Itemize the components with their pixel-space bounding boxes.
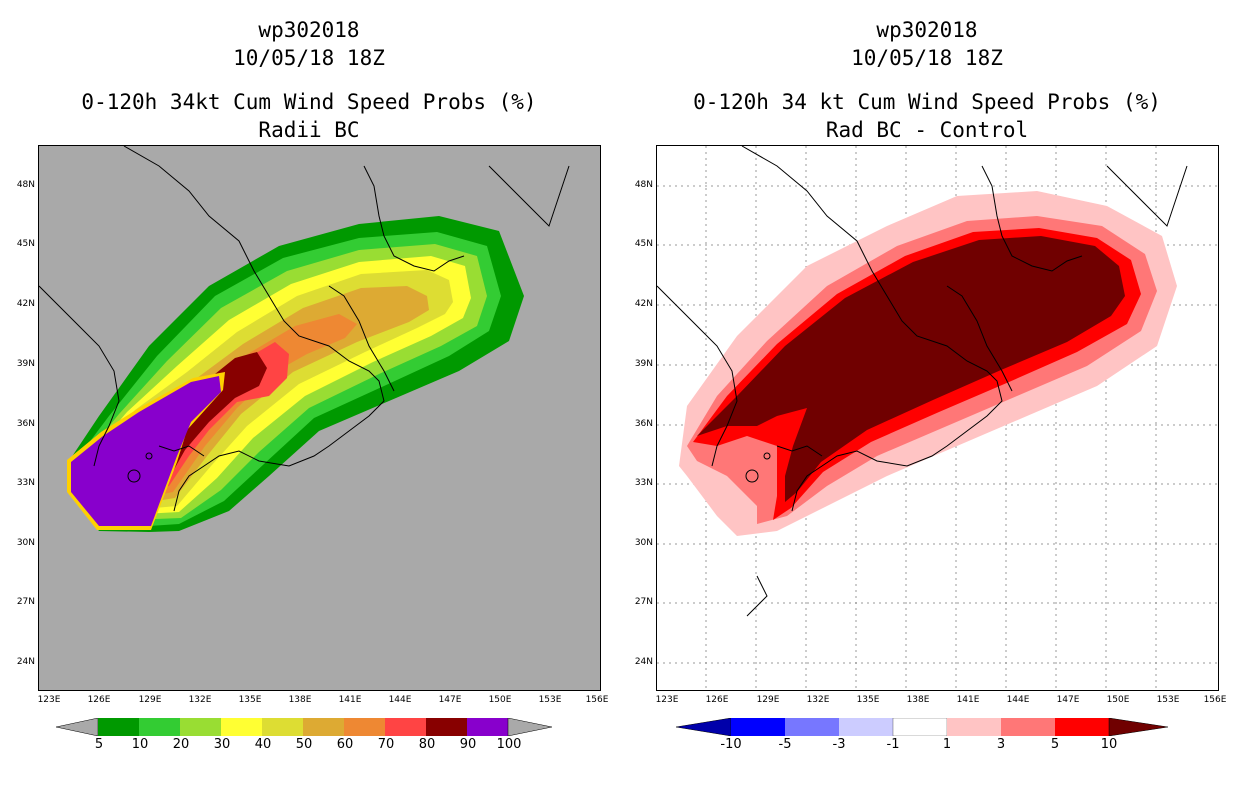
right-title: 0-120h 34 kt Cum Wind Speed Probs (%)	[693, 90, 1161, 114]
lon-label: 153E	[1156, 695, 1180, 705]
lon-label: 129E	[138, 695, 162, 705]
lat-label: 24N	[634, 657, 653, 667]
right-colorbar	[676, 718, 1169, 736]
lon-label: 123E	[37, 695, 61, 705]
legend-label: 5	[1050, 737, 1060, 752]
probability-bands	[67, 216, 524, 532]
lon-label: 141E	[338, 695, 362, 705]
lon-label: 132E	[188, 695, 212, 705]
lon-label: 138E	[906, 695, 930, 705]
lon-label: 135E	[238, 695, 262, 705]
lat-label: 27N	[634, 597, 653, 607]
lon-label: 150E	[488, 695, 512, 705]
legend-label: -10	[720, 737, 742, 752]
lon-label: 141E	[956, 695, 980, 705]
lat-label: 39N	[16, 359, 35, 369]
lat-label: 48N	[634, 180, 653, 190]
legend-label: 10	[131, 737, 149, 752]
left-subtitle: Radii BC	[258, 118, 360, 142]
legend-label: -5	[778, 737, 792, 752]
lat-label: 27N	[16, 597, 35, 607]
lat-label: 45N	[634, 239, 653, 249]
lon-label: 153E	[538, 695, 562, 705]
legend-label: 3	[996, 737, 1006, 752]
lon-label: 126E	[87, 695, 111, 705]
legend-label: 70	[377, 737, 395, 752]
lat-label: 30N	[16, 538, 35, 548]
left-panel: wp302018 10/05/18 18Z 0-120h 34kt Cum Wi…	[16, 18, 609, 752]
legend-label: -1	[886, 737, 900, 752]
lon-label: 156E	[585, 695, 609, 705]
lon-label: 123E	[655, 695, 679, 705]
lon-label: 144E	[388, 695, 412, 705]
coastlines	[657, 146, 1188, 617]
lat-label: 48N	[16, 180, 35, 190]
legend-label: 60	[336, 737, 354, 752]
right-datetime: 10/05/18 18Z	[851, 46, 1003, 70]
lon-label: 135E	[856, 695, 880, 705]
lat-label: 45N	[16, 239, 35, 249]
left-title: 0-120h 34kt Cum Wind Speed Probs (%)	[81, 90, 537, 114]
lon-label: 156E	[1203, 695, 1227, 705]
left-datetime: 10/05/18 18Z	[233, 46, 385, 70]
legend-label: 20	[172, 737, 190, 752]
legend-label: 40	[254, 737, 272, 752]
lon-label: 147E	[438, 695, 462, 705]
lat-label: 33N	[16, 478, 35, 488]
lat-label: 39N	[634, 359, 653, 369]
right-map	[656, 145, 1219, 691]
left-storm-id: wp302018	[258, 18, 360, 42]
lat-label: 30N	[634, 538, 653, 548]
lat-label: 36N	[634, 419, 653, 429]
lon-label: 126E	[705, 695, 729, 705]
legend-label: 50	[295, 737, 313, 752]
legend-label: 80	[418, 737, 436, 752]
legend-label: 90	[459, 737, 477, 752]
lon-label: 138E	[288, 695, 312, 705]
right-storm-id: wp302018	[876, 18, 978, 42]
legend-label: 100	[496, 737, 522, 752]
legend-label: 1	[942, 737, 952, 752]
left-map	[38, 145, 601, 691]
lat-label: 33N	[634, 478, 653, 488]
lat-label: 42N	[16, 299, 35, 309]
left-colorbar	[56, 718, 553, 736]
legend-label: 5	[94, 737, 104, 752]
lon-label: 147E	[1056, 695, 1080, 705]
right-subtitle: Rad BC - Control	[825, 118, 1029, 142]
lat-label: 42N	[634, 299, 653, 309]
legend-label: 10	[1100, 737, 1118, 752]
lat-label: 36N	[16, 419, 35, 429]
lon-label: 132E	[806, 695, 830, 705]
lon-label: 150E	[1106, 695, 1130, 705]
lon-label: 129E	[756, 695, 780, 705]
legend-label: 30	[213, 737, 231, 752]
legend-label: -3	[832, 737, 846, 752]
lat-label: 24N	[16, 657, 35, 667]
lon-label: 144E	[1006, 695, 1030, 705]
right-panel: wp302018 10/05/18 18Z 0-120h 34 kt Cum W…	[618, 0, 1236, 800]
coastlines	[39, 146, 570, 512]
